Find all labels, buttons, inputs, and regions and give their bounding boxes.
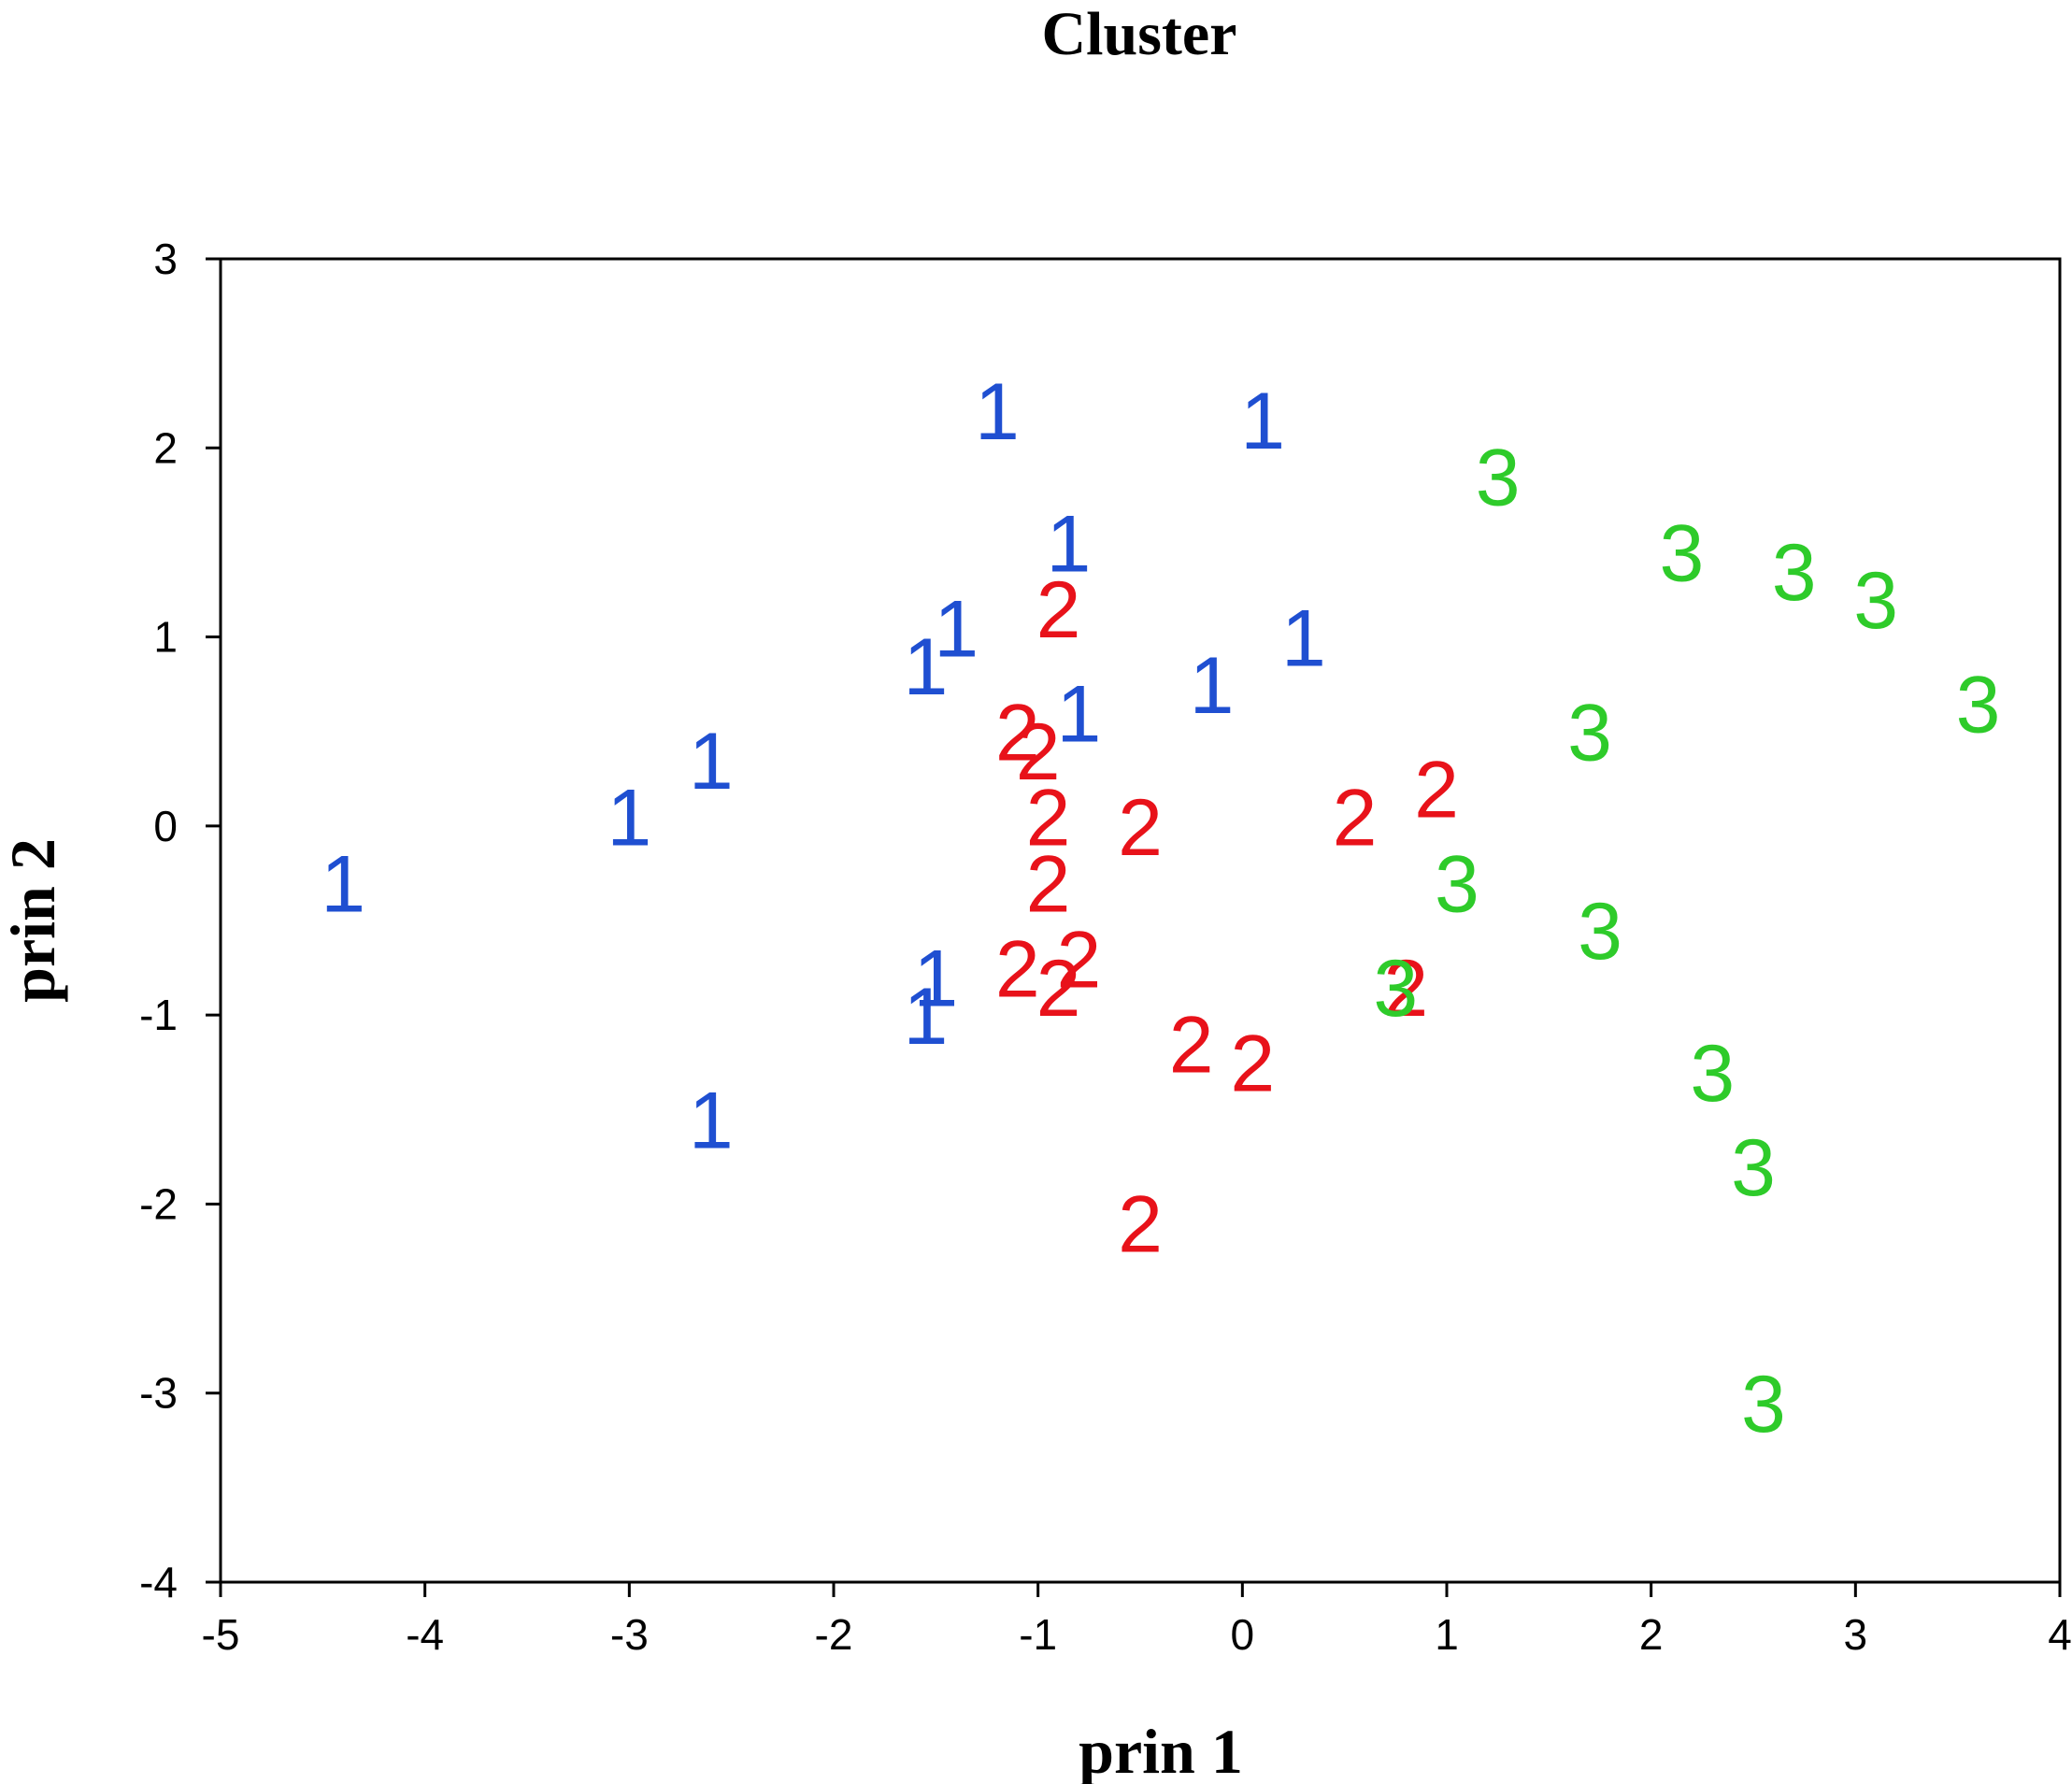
cluster-1-point: 1 xyxy=(975,367,1020,457)
cluster-1-point: 1 xyxy=(689,717,734,806)
y-tick-label: -1 xyxy=(139,991,178,1039)
cluster-2-point: 2 xyxy=(1414,745,1459,835)
cluster-3-point: 3 xyxy=(1853,556,1898,646)
cluster-1-point: 1 xyxy=(607,774,651,863)
y-tick-label: -2 xyxy=(139,1179,178,1228)
cluster-2-point: 2 xyxy=(1056,915,1101,1005)
cluster-3-point: 3 xyxy=(1772,528,1817,618)
cluster-2-point: 2 xyxy=(995,925,1040,1015)
cluster-2-point: 2 xyxy=(995,689,1040,778)
cluster-1-point: 1 xyxy=(1047,499,1092,589)
cluster-3-point: 3 xyxy=(1567,689,1612,778)
cluster-1-point: 1 xyxy=(934,584,979,674)
y-tick-label: 3 xyxy=(153,235,178,283)
y-tick-label: 2 xyxy=(153,423,178,472)
cluster-1-point: 1 xyxy=(689,1076,734,1165)
x-axis-label: prin 1 xyxy=(1079,1716,1243,1784)
cluster-2-point: 2 xyxy=(1036,944,1081,1034)
x-tick-label: 0 xyxy=(1231,1610,1255,1659)
cluster-2-point: 2 xyxy=(1026,840,1071,930)
cluster-3-point: 3 xyxy=(1956,660,2001,749)
cluster-2-point: 2 xyxy=(1333,774,1378,863)
cluster-3-point: 3 xyxy=(1660,509,1705,599)
cluster-2-point: 2 xyxy=(1383,944,1428,1034)
cluster-3-point: 3 xyxy=(1741,1360,1786,1449)
cluster-2-point: 2 xyxy=(1230,1020,1275,1109)
cluster-3-point: 3 xyxy=(1435,840,1479,930)
cluster-1-point: 1 xyxy=(913,935,958,1024)
plot-area-frame xyxy=(219,257,2062,1584)
chart-title: Cluster xyxy=(1042,0,1237,68)
cluster-2-point: 2 xyxy=(1016,707,1061,797)
cluster-3-point: 3 xyxy=(1578,887,1622,977)
cluster-1-point: 1 xyxy=(1190,641,1235,731)
x-tick-label: 1 xyxy=(1435,1610,1459,1659)
cluster-3-point: 3 xyxy=(1731,1123,1776,1213)
x-tick-label: -3 xyxy=(610,1610,649,1659)
cluster-2-point: 2 xyxy=(1036,565,1081,655)
cluster-1-point: 1 xyxy=(1281,594,1326,684)
x-tick-label: 3 xyxy=(1844,1610,1868,1659)
cluster-1-point: 1 xyxy=(903,972,948,1062)
y-tick-label: 0 xyxy=(153,802,178,850)
x-tick-label: -4 xyxy=(406,1610,444,1659)
x-tick-label: -5 xyxy=(202,1610,240,1659)
cluster-1-point: 1 xyxy=(903,622,948,712)
cluster-1-point: 1 xyxy=(321,840,365,930)
cluster-2-point: 2 xyxy=(1118,1180,1163,1270)
x-tick-label: -2 xyxy=(815,1610,853,1659)
cluster-2-point: 2 xyxy=(1169,1000,1214,1090)
y-tick-label: 1 xyxy=(153,613,178,662)
x-tick-label: -1 xyxy=(1019,1610,1057,1659)
cluster-3-point: 3 xyxy=(1690,1029,1735,1119)
cluster-1-point: 1 xyxy=(1056,669,1101,759)
x-axis: -5 -4 -3 -2 -1 0 1 2 3 4 xyxy=(202,1582,2072,1659)
cluster-1-point: 1 xyxy=(1240,377,1285,466)
y-tick-label: -4 xyxy=(139,1558,178,1606)
x-tick-label: 4 xyxy=(2048,1610,2072,1659)
cluster-3-point: 3 xyxy=(1476,434,1521,523)
cluster-3-point: 3 xyxy=(1373,944,1418,1034)
y-axis: 3 2 1 0 -1 -2 -3 -4 xyxy=(139,235,221,1606)
x-tick-label: 2 xyxy=(1639,1610,1664,1659)
cluster-2-point: 2 xyxy=(1118,783,1163,873)
cluster-2-point: 2 xyxy=(1026,774,1071,863)
y-tick-label: -3 xyxy=(139,1369,178,1418)
y-axis-label: prin 2 xyxy=(0,838,68,1003)
